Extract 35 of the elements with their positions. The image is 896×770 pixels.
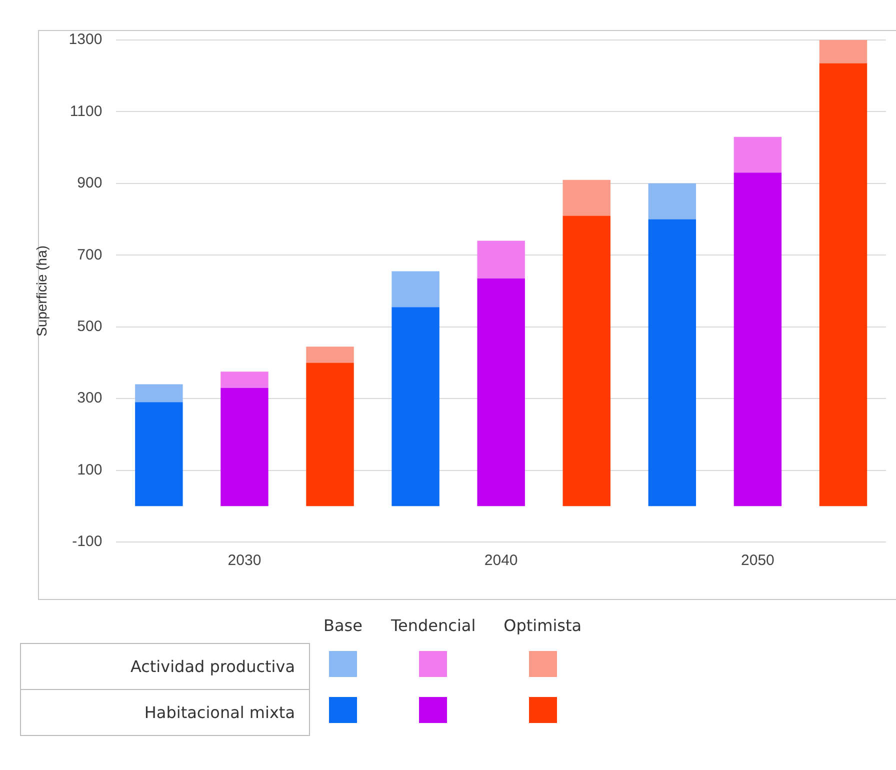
bar bbox=[562, 216, 610, 506]
y-tick-label: 1100 bbox=[70, 102, 102, 120]
bar bbox=[648, 183, 696, 220]
x-tick-label: 2050 bbox=[741, 552, 774, 570]
y-axis-title: Superficie (ha) bbox=[33, 245, 50, 337]
text: Optimista bbox=[502, 615, 583, 637]
bar bbox=[306, 362, 354, 506]
bar bbox=[562, 180, 610, 216]
bar bbox=[392, 307, 440, 506]
bar bbox=[819, 63, 868, 506]
bar bbox=[734, 136, 782, 173]
bar bbox=[648, 219, 696, 506]
y-tick-label: 700 bbox=[77, 246, 102, 264]
bar bbox=[220, 388, 268, 506]
bar bbox=[477, 240, 525, 278]
bar bbox=[477, 278, 525, 506]
bar bbox=[819, 40, 868, 64]
legend-label: Habitacional mixta bbox=[20, 689, 310, 735]
bar bbox=[135, 384, 183, 402]
bar bbox=[734, 172, 782, 506]
bar bbox=[135, 402, 183, 506]
y-tick-label: -100 bbox=[72, 533, 102, 550]
bar bbox=[392, 271, 440, 308]
bar bbox=[306, 346, 354, 363]
x-tick-label: 2040 bbox=[484, 552, 518, 570]
legend-label: Actividad productiva bbox=[20, 643, 310, 689]
y-tick-label: 300 bbox=[77, 390, 102, 407]
text: Base bbox=[322, 615, 364, 637]
y-tick-label: 100 bbox=[77, 461, 102, 478]
y-tick-label: 1300 bbox=[68, 31, 102, 48]
bar bbox=[220, 372, 268, 388]
y-tick-label: 900 bbox=[77, 174, 102, 192]
x-tick-label: 2030 bbox=[228, 552, 262, 570]
y-tick-label: 500 bbox=[77, 318, 102, 335]
text: Tendencial bbox=[390, 615, 477, 637]
